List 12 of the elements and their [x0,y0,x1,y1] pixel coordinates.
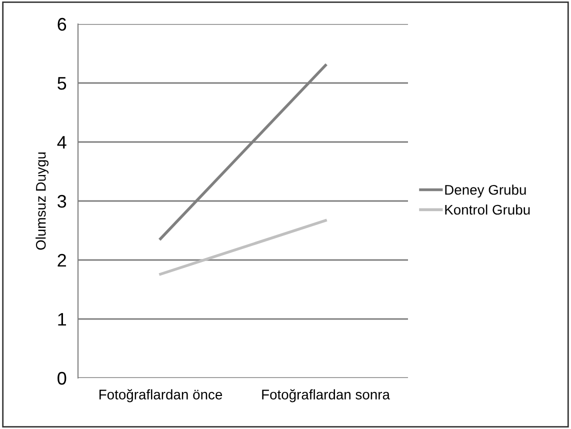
x-tick-label: Fotoğraflardan sonra [262,389,390,402]
legend-label: Deney Grubu [445,184,526,198]
y-tick-label: 2 [58,254,66,267]
y-tick-label: 3 [58,194,66,208]
y-tick-label: 5 [58,77,66,90]
y-tick-label: 0 [58,372,66,385]
legend-label: Kontrol Grubu [445,204,530,215]
x-tick-label: Fotoğraflardan önce [99,389,222,402]
y-tick-label: 1 [58,313,66,326]
y-tick-label: 4 [57,136,66,149]
y-axis-title: Olumsuz Duygu [36,152,49,250]
y-tick-label: 6 [58,18,66,31]
